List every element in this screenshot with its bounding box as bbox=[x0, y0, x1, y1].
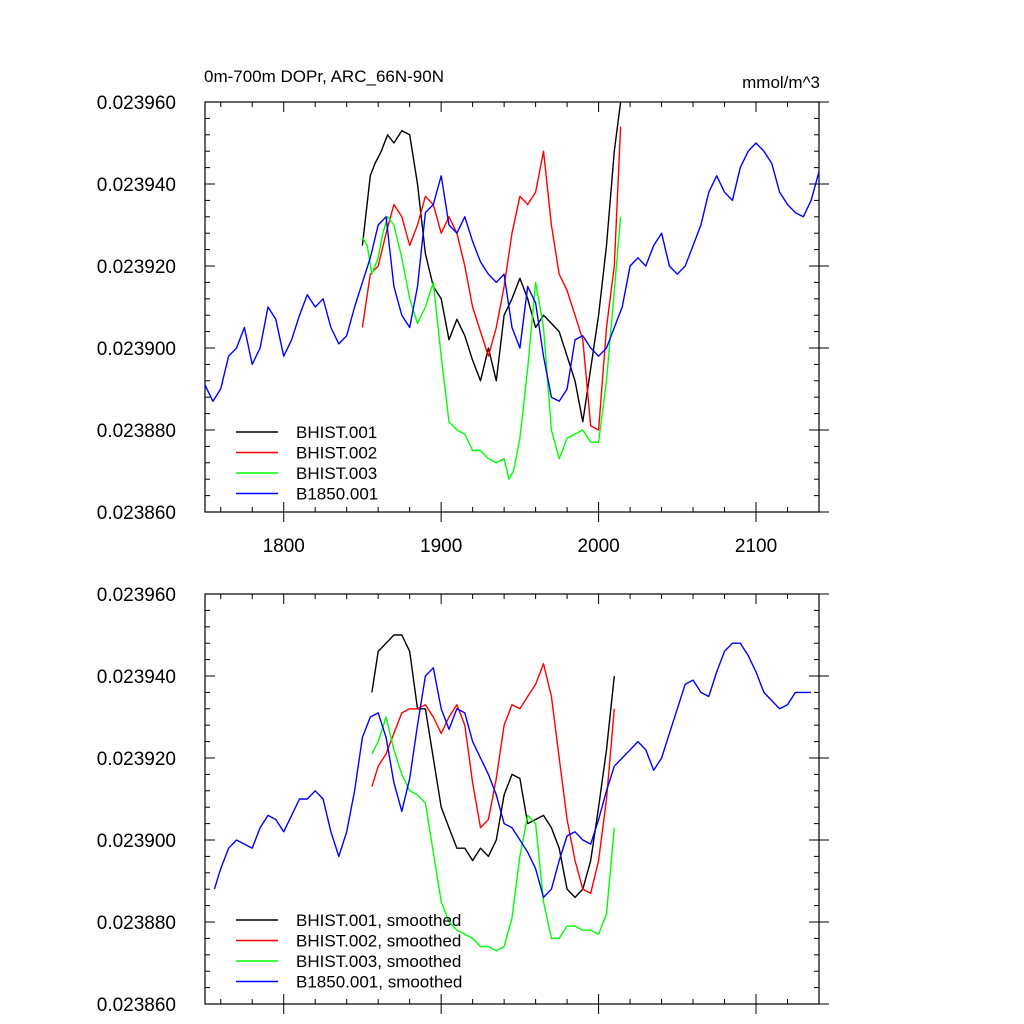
y-tick-label: 0.023880 bbox=[97, 913, 176, 934]
series-line-bhist-002 bbox=[361, 126, 622, 431]
series-line-bhist-003-smoothed bbox=[371, 716, 615, 952]
y-tick-label: 0.023940 bbox=[97, 667, 176, 688]
series-line-b1850-001-smoothed bbox=[213, 642, 812, 899]
y-tick-label: 0.023860 bbox=[97, 995, 176, 1016]
legend-label: B1850.001, smoothed bbox=[296, 973, 462, 992]
y-tick-label: 0.023960 bbox=[97, 93, 176, 114]
legend-label: BHIST.002 bbox=[296, 444, 377, 463]
x-tick-label: 1800 bbox=[263, 536, 305, 557]
x-tick-label: 1900 bbox=[420, 536, 462, 557]
top-panel-series bbox=[204, 101, 820, 480]
bottom-panel-legend: BHIST.001, smoothed BHIST.002, smoothedBH… bbox=[236, 911, 462, 992]
legend-label: BHIST.002, smoothed bbox=[296, 932, 461, 951]
y-tick-label: 0.023880 bbox=[97, 421, 176, 442]
y-tick-label: 0.023920 bbox=[97, 257, 176, 278]
y-tick-label: 0.023900 bbox=[97, 831, 176, 852]
bottom-panel-series bbox=[213, 634, 812, 952]
top-panel-axes: 1800 1900 2000 2100 0.023860 0.023880 0.023900… bbox=[97, 93, 829, 557]
series-line-bhist-002-smoothed bbox=[371, 663, 615, 894]
legend-label: BHIST.001 bbox=[296, 423, 377, 442]
legend-label: BHIST.003 bbox=[296, 464, 377, 483]
bottom-panel-frame bbox=[204, 593, 820, 1005]
bottom-panel: 0.023860 0.023880 0.023900 0.023920 0.023940… bbox=[97, 585, 829, 1016]
series-line-bhist-001-smoothed bbox=[371, 634, 615, 899]
series-line-bhist-003 bbox=[361, 216, 622, 480]
units-label: mmol/m^3 bbox=[742, 73, 820, 92]
chart-title: 0m-700m DOPr, ARC_66N-90N bbox=[204, 67, 444, 86]
x-tick-label: 2000 bbox=[577, 536, 619, 557]
y-tick-label: 0.023860 bbox=[97, 503, 176, 524]
legend-label: B1850.001 bbox=[296, 485, 378, 504]
series-line-b1850-001 bbox=[204, 142, 820, 402]
legend-label: BHIST.003, smoothed bbox=[296, 952, 461, 971]
y-tick-label: 0.023900 bbox=[97, 339, 176, 360]
y-tick-label: 0.023920 bbox=[97, 749, 176, 770]
top-panel-frame bbox=[204, 101, 820, 513]
bottom-panel-axes: 0.023860 0.023880 0.023900 0.023920 0.023940… bbox=[97, 585, 829, 1016]
y-tick-label: 0.023960 bbox=[97, 585, 176, 606]
y-tick-label: 0.023940 bbox=[97, 175, 176, 196]
top-panel: 1800 1900 2000 2100 0.023860 0.023880 0.023900… bbox=[97, 93, 829, 557]
series-line-bhist-001 bbox=[361, 101, 622, 423]
x-tick-label: 2100 bbox=[735, 536, 777, 557]
legend-label: BHIST.001, smoothed bbox=[296, 911, 461, 930]
